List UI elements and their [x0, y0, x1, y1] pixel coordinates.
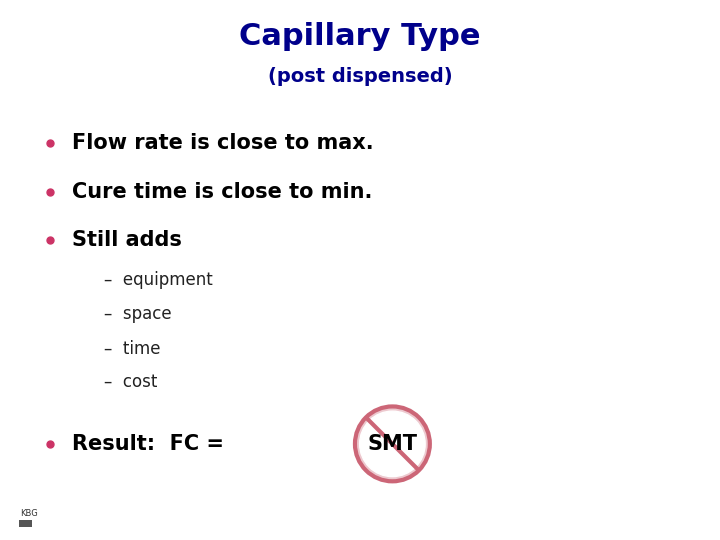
Text: Flow rate is close to max.: Flow rate is close to max.: [72, 133, 374, 153]
Text: (post dispensed): (post dispensed): [268, 68, 452, 86]
Text: SMT: SMT: [367, 434, 418, 454]
Text: Result:  FC =: Result: FC =: [72, 434, 231, 454]
FancyBboxPatch shape: [19, 520, 32, 526]
Text: Still adds: Still adds: [72, 230, 182, 251]
Text: –  space: – space: [104, 305, 172, 323]
Ellipse shape: [355, 407, 430, 481]
Text: –  equipment: – equipment: [104, 271, 213, 289]
Ellipse shape: [360, 411, 425, 477]
Text: KBG: KBG: [20, 509, 38, 518]
Text: –  cost: – cost: [104, 373, 158, 392]
Text: Cure time is close to min.: Cure time is close to min.: [72, 181, 372, 202]
Text: Capillary Type: Capillary Type: [239, 22, 481, 51]
Text: –  time: – time: [104, 340, 161, 358]
